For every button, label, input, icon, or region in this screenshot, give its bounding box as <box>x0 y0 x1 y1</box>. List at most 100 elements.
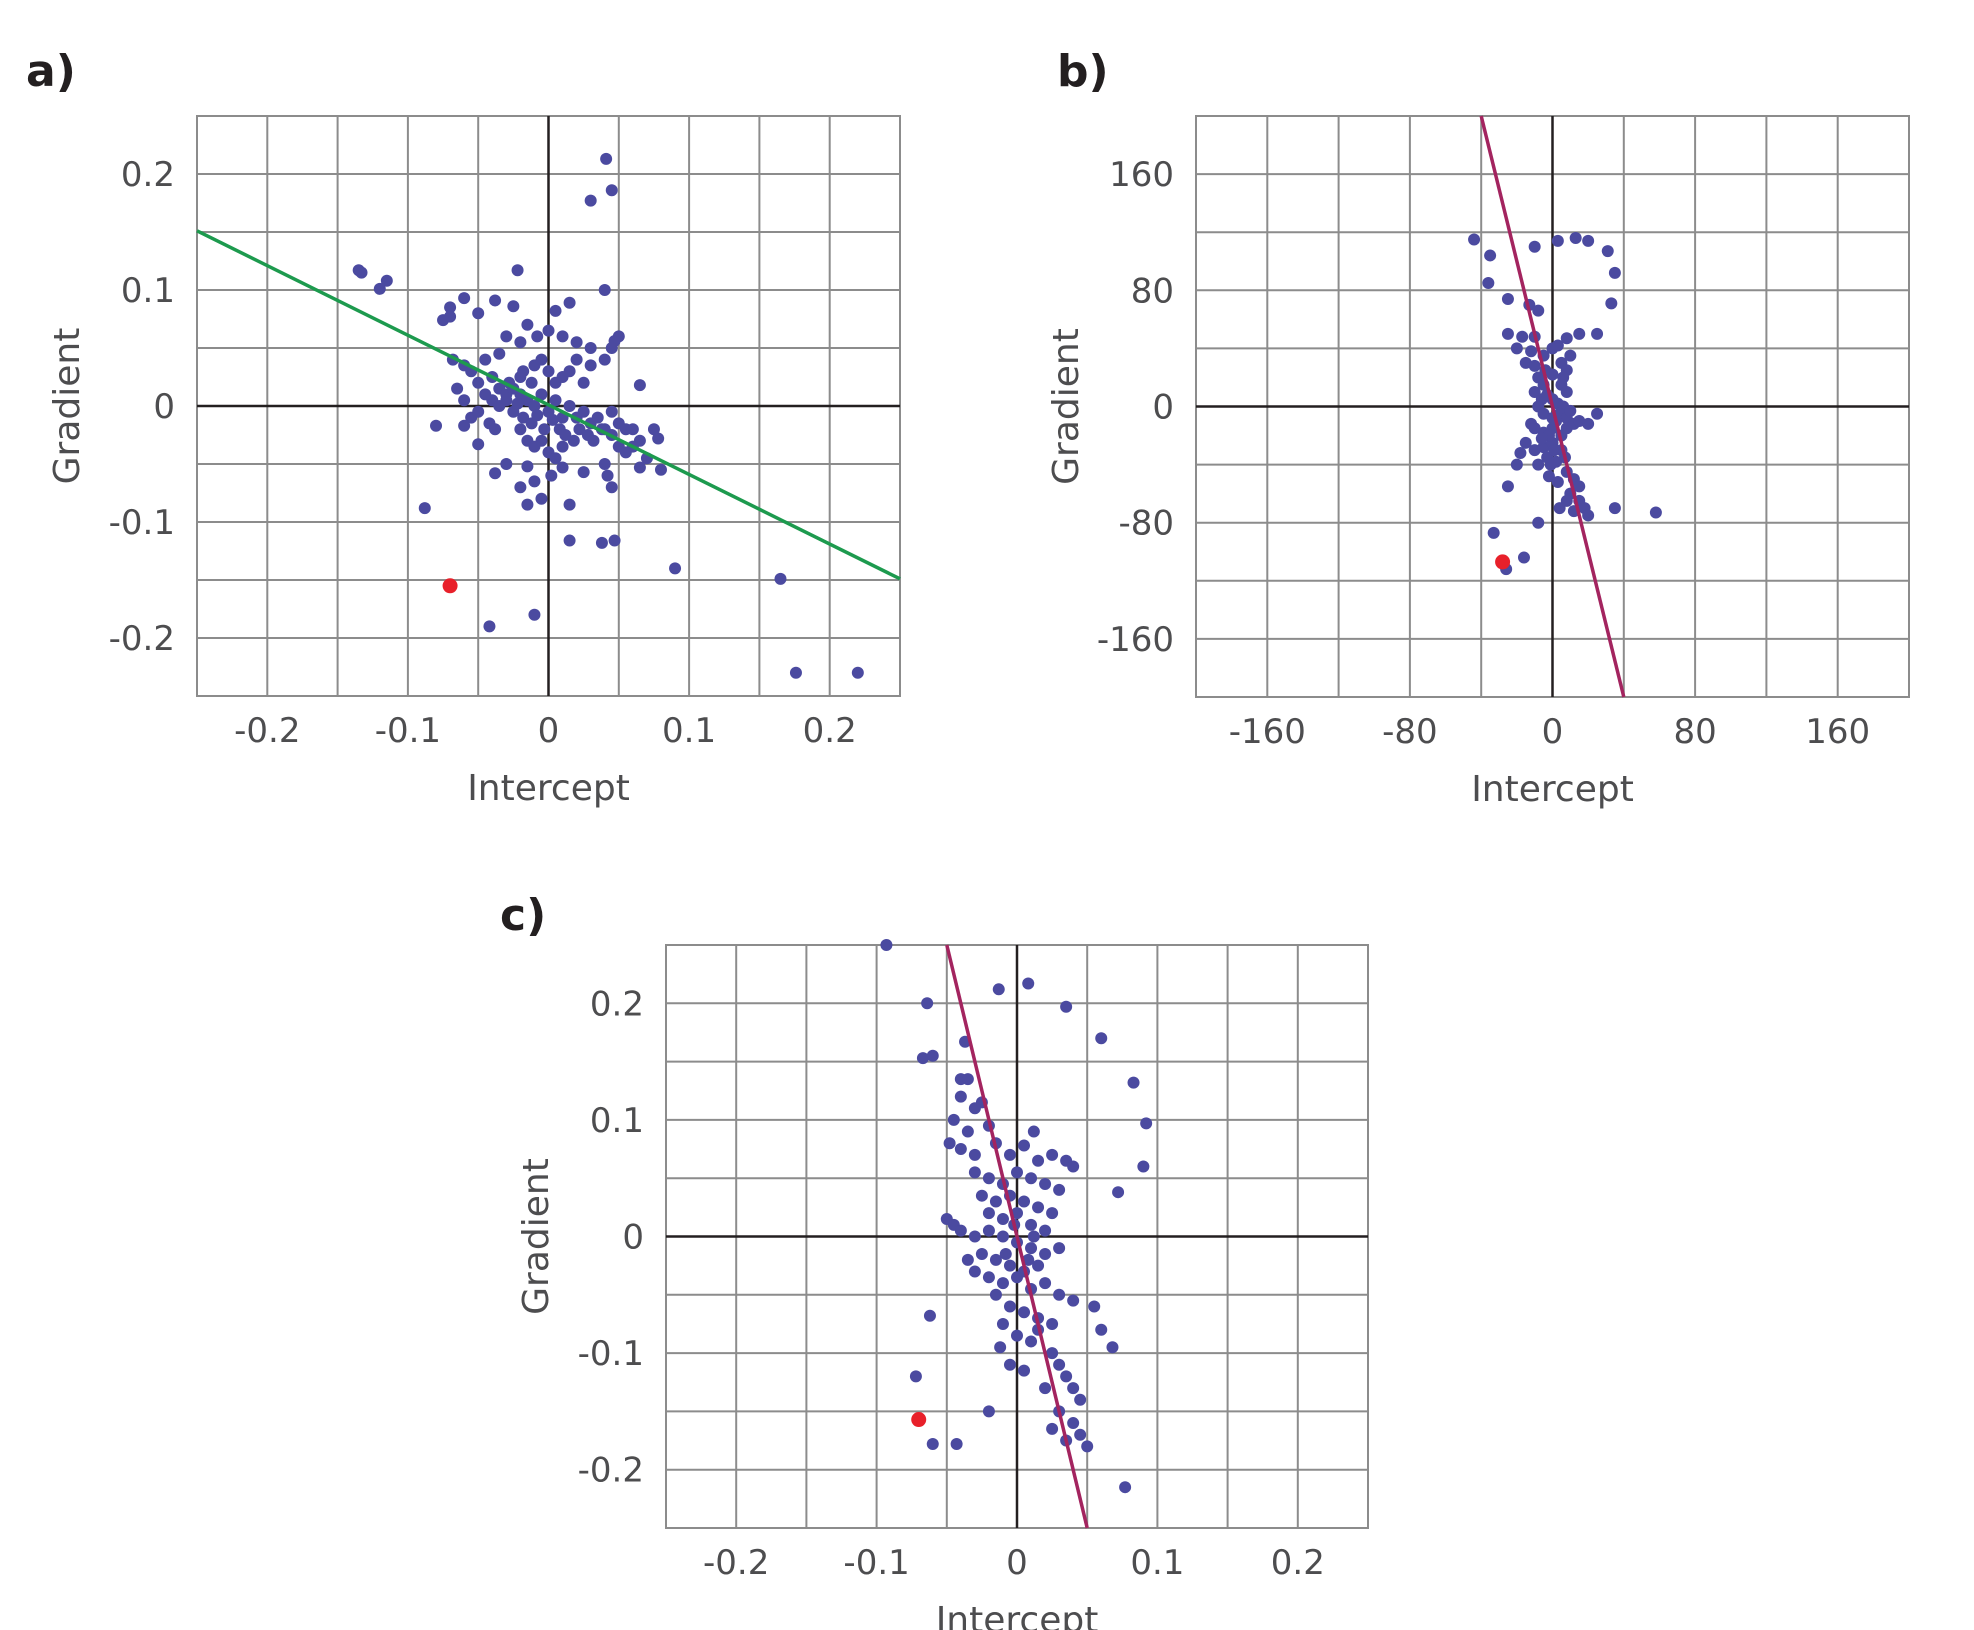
data-point-c <box>1011 1207 1023 1220</box>
data-point-c <box>926 1438 939 1451</box>
data-point-a <box>511 397 524 410</box>
data-point-b <box>1468 233 1481 246</box>
data-point-c <box>954 1090 967 1103</box>
data-point-c <box>1053 1358 1066 1371</box>
data-point-a <box>521 498 534 511</box>
data-point-b <box>1544 458 1557 471</box>
x-tick-label-c: 0.2 <box>1271 1543 1325 1583</box>
data-point-c <box>1140 1117 1153 1130</box>
data-point-a <box>380 274 393 287</box>
data-point-c <box>968 1166 981 1179</box>
data-point-c <box>1053 1288 1066 1301</box>
data-point-b <box>1514 446 1527 459</box>
data-point-a <box>528 608 541 621</box>
data-point-b <box>1591 407 1604 420</box>
data-point-b <box>1608 502 1621 515</box>
data-point-b <box>1487 526 1500 539</box>
data-point-c <box>1032 1201 1045 1214</box>
data-point-c <box>1011 1271 1023 1284</box>
data-point-c <box>1106 1341 1119 1354</box>
data-point-c <box>1046 1347 1059 1360</box>
data-point-a <box>517 365 530 378</box>
panel-label-c: c) <box>500 890 547 941</box>
data-point-c <box>909 1370 922 1383</box>
data-point-a <box>545 469 558 482</box>
data-point-a <box>563 534 576 547</box>
y-axis-label-b: Gradient <box>1046 328 1087 485</box>
x-tick-label-b: -160 <box>1229 712 1306 752</box>
data-point-a <box>577 466 590 479</box>
data-point-a <box>577 405 590 418</box>
data-point-a <box>563 498 576 511</box>
data-point-a <box>437 314 450 327</box>
data-point-a <box>483 620 496 633</box>
data-point-a <box>514 336 527 349</box>
data-point-b <box>1601 245 1614 258</box>
data-point-c <box>975 1247 988 1260</box>
data-point-a <box>472 405 485 418</box>
data-point-c <box>999 1247 1012 1260</box>
y-tick-label-b: 0 <box>1152 388 1174 428</box>
data-point-b <box>1537 407 1550 420</box>
data-point-c <box>961 1253 974 1266</box>
data-point-b <box>1510 342 1523 355</box>
data-point-c <box>1018 1195 1031 1208</box>
data-point-c <box>1032 1154 1045 1167</box>
data-point-a <box>521 318 534 331</box>
y-axis-label-c: Gradient <box>516 1158 557 1315</box>
data-point-c <box>1119 1481 1132 1494</box>
y-tick-label-b: 80 <box>1131 271 1174 311</box>
data-point-c <box>975 1189 988 1202</box>
data-point-c <box>880 939 893 951</box>
data-point-c <box>968 1265 981 1278</box>
x-tick-label-b: 0 <box>1542 712 1564 752</box>
data-point-a <box>567 434 580 447</box>
data-point-b <box>1582 417 1595 430</box>
data-point-a <box>600 152 613 165</box>
data-point-c <box>1053 1183 1066 1196</box>
data-point-c <box>1027 1125 1040 1138</box>
data-point-a <box>430 419 443 432</box>
data-point-b <box>1548 444 1561 457</box>
data-point-c <box>1018 1306 1031 1319</box>
data-point-c <box>916 1052 929 1065</box>
data-point-a <box>605 405 618 418</box>
data-point-c <box>1112 1186 1125 1199</box>
data-point-a <box>373 282 386 295</box>
data-point-a <box>851 666 864 679</box>
data-point-c <box>1003 1358 1016 1371</box>
data-point-a <box>598 353 611 366</box>
y-tick-label-a: 0.1 <box>121 271 175 311</box>
data-point-a <box>538 423 551 436</box>
data-point-c <box>1003 1148 1016 1161</box>
data-point-c <box>1032 1259 1045 1272</box>
data-point-a <box>556 440 569 453</box>
data-point-c <box>996 1317 1009 1330</box>
data-point-a <box>563 296 576 309</box>
data-point-a <box>489 423 502 436</box>
data-point-c <box>996 1213 1009 1226</box>
data-point-a <box>451 382 464 395</box>
data-point-b <box>1532 458 1545 471</box>
y-tick-label-b: -160 <box>1097 620 1174 660</box>
data-point-c <box>1003 1259 1016 1272</box>
data-point-c <box>1022 1253 1035 1266</box>
x-tick-label-b: 160 <box>1805 712 1870 752</box>
data-point-b <box>1582 509 1595 522</box>
data-point-b <box>1569 232 1582 245</box>
x-axis-label-b: Intercept <box>1471 769 1634 810</box>
data-point-c <box>1003 1300 1016 1313</box>
data-point-c <box>989 1253 1002 1266</box>
data-point-a <box>542 365 555 378</box>
data-point-a <box>598 458 611 470</box>
y-tick-label-a: 0 <box>153 387 175 427</box>
data-point-a <box>444 301 457 314</box>
data-point-c <box>1039 1382 1052 1395</box>
data-point-c <box>996 1230 1009 1243</box>
data-point-a <box>458 394 471 407</box>
data-point-b <box>1501 480 1514 493</box>
data-point-c <box>1018 1139 1031 1152</box>
data-point-c <box>923 1309 936 1322</box>
data-point-b <box>1605 297 1618 310</box>
